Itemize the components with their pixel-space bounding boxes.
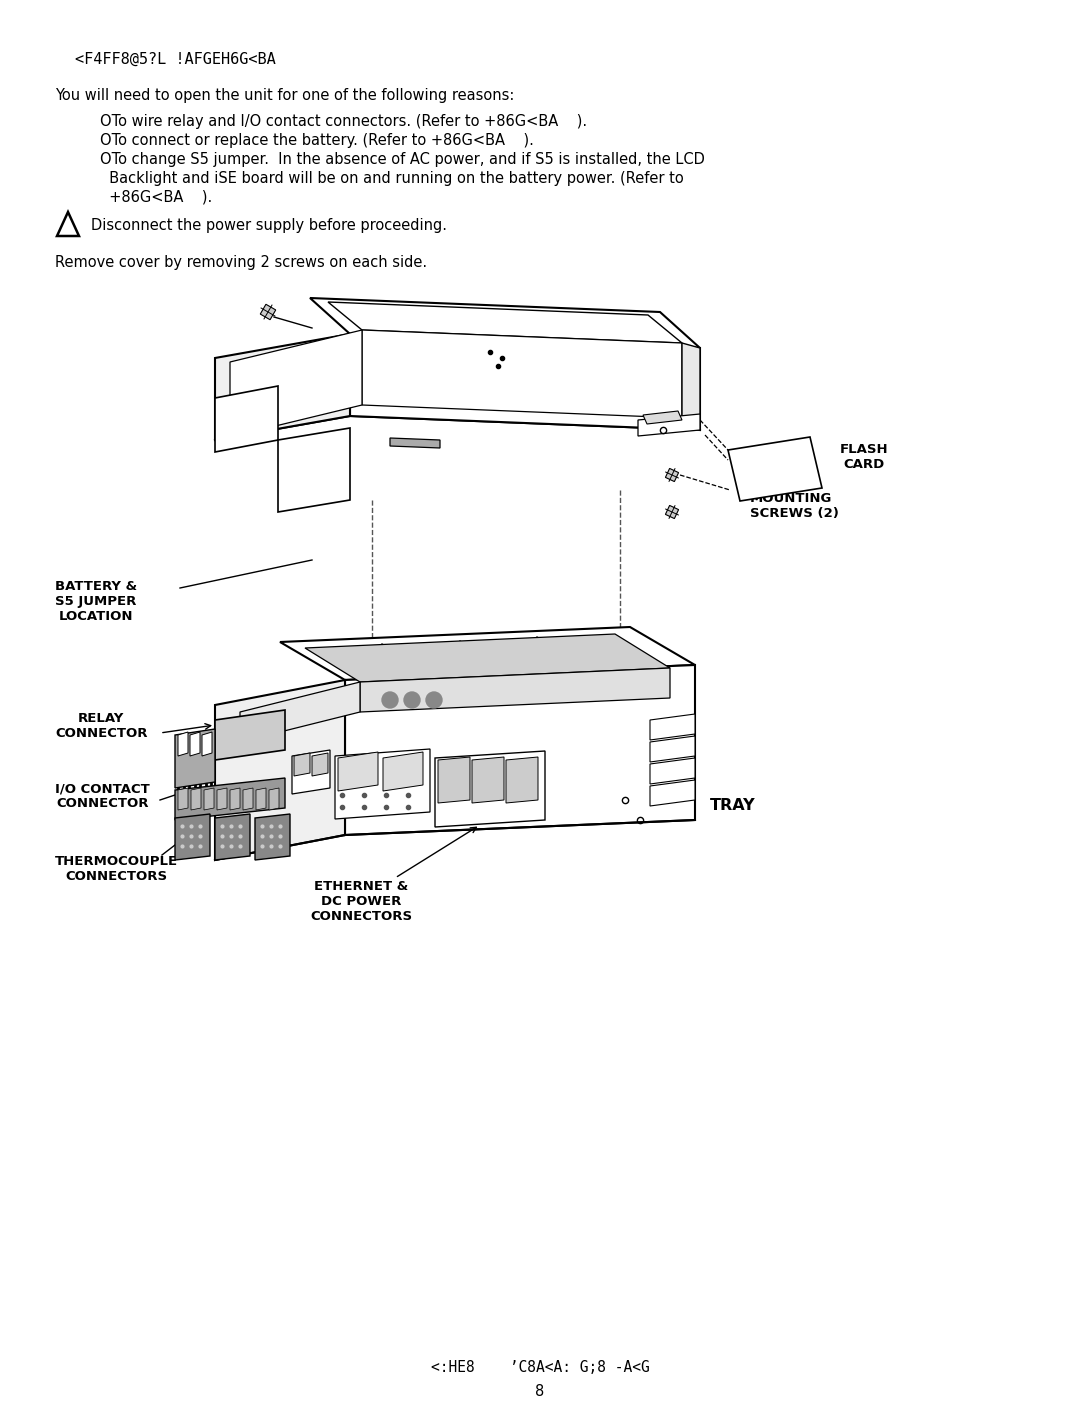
Polygon shape	[362, 330, 681, 418]
Polygon shape	[215, 385, 278, 452]
Polygon shape	[215, 710, 285, 760]
Text: ETHERNET &
DC POWER
CONNECTORS: ETHERNET & DC POWER CONNECTORS	[310, 880, 413, 923]
Text: !: !	[65, 222, 71, 234]
Text: 2MB: 2MB	[760, 476, 780, 484]
Polygon shape	[360, 668, 670, 712]
Polygon shape	[215, 335, 350, 441]
Polygon shape	[305, 634, 670, 682]
Polygon shape	[650, 758, 696, 784]
Polygon shape	[383, 753, 423, 791]
Polygon shape	[243, 788, 253, 810]
Text: MOUNTING
SCREWS (2): MOUNTING SCREWS (2)	[750, 491, 839, 520]
Text: OTo wire relay and I/O contact connectors. (Refer to +86G<BA    ).: OTo wire relay and I/O contact connector…	[100, 114, 588, 128]
Text: RELAY
CONNECTOR: RELAY CONNECTOR	[55, 712, 148, 740]
Circle shape	[404, 692, 420, 707]
Polygon shape	[681, 343, 700, 431]
Polygon shape	[728, 436, 822, 501]
Text: You will need to open the unit for one of the following reasons:: You will need to open the unit for one o…	[55, 88, 514, 103]
Text: Remove cover by removing 2 screws on each side.: Remove cover by removing 2 screws on eac…	[55, 256, 427, 270]
Polygon shape	[507, 757, 538, 803]
Text: OTo connect or replace the battery. (Refer to +86G<BA    ).: OTo connect or replace the battery. (Ref…	[100, 133, 534, 148]
Text: OTo change S5 jumper.  In the absence of AC power, and if S5 is installed, the L: OTo change S5 jumper. In the absence of …	[100, 152, 705, 167]
Polygon shape	[202, 731, 212, 755]
Polygon shape	[338, 753, 378, 791]
Text: Backlight and iSE board will be on and running on the battery power. (Refer to: Backlight and iSE board will be on and r…	[100, 171, 684, 186]
Polygon shape	[260, 304, 275, 319]
Polygon shape	[310, 298, 700, 347]
Polygon shape	[190, 731, 200, 755]
Polygon shape	[643, 411, 681, 424]
Polygon shape	[650, 779, 696, 806]
Polygon shape	[278, 428, 350, 513]
Polygon shape	[665, 505, 678, 518]
Text: <F4FF8@5?L !AFGEH6G<BA: <F4FF8@5?L !AFGEH6G<BA	[75, 52, 275, 66]
Polygon shape	[240, 682, 360, 741]
Polygon shape	[650, 736, 696, 762]
Circle shape	[426, 692, 442, 707]
Polygon shape	[292, 750, 330, 794]
Polygon shape	[175, 729, 215, 788]
Text: FLASH
CARD: FLASH CARD	[840, 443, 889, 472]
Polygon shape	[215, 813, 249, 860]
Polygon shape	[269, 788, 279, 810]
Polygon shape	[472, 757, 504, 803]
Polygon shape	[438, 757, 470, 803]
Polygon shape	[345, 665, 696, 834]
Polygon shape	[390, 438, 440, 448]
Polygon shape	[217, 788, 227, 810]
Polygon shape	[230, 330, 362, 436]
Text: I/O CONTACT
CONNECTOR: I/O CONTACT CONNECTOR	[55, 782, 150, 810]
Text: x: x	[355, 768, 361, 778]
Polygon shape	[178, 788, 188, 810]
Circle shape	[382, 692, 399, 707]
Text: BATTERY &
S5 JUMPER
LOCATION: BATTERY & S5 JUMPER LOCATION	[55, 580, 137, 623]
Text: -: -	[300, 771, 303, 781]
Text: +: +	[316, 761, 323, 771]
Text: +: +	[298, 761, 306, 771]
Polygon shape	[650, 714, 696, 740]
Polygon shape	[328, 302, 681, 343]
Text: 8: 8	[536, 1385, 544, 1399]
Text: COVER: COVER	[585, 313, 646, 328]
Text: +86G<BA    ).: +86G<BA ).	[100, 191, 213, 205]
Text: Disconnect the power supply before proceeding.: Disconnect the power supply before proce…	[91, 217, 447, 233]
Polygon shape	[230, 788, 240, 810]
Polygon shape	[178, 731, 188, 755]
Polygon shape	[638, 414, 700, 436]
Polygon shape	[215, 681, 345, 860]
Text: THERMOCOUPLE
CONNECTORS: THERMOCOUPLE CONNECTORS	[55, 856, 178, 882]
Text: x: x	[400, 768, 406, 778]
Polygon shape	[57, 212, 79, 236]
Polygon shape	[335, 748, 430, 819]
Polygon shape	[312, 753, 328, 777]
Text: -: -	[319, 771, 322, 781]
Polygon shape	[175, 778, 285, 820]
Polygon shape	[175, 813, 210, 860]
Polygon shape	[256, 788, 266, 810]
Polygon shape	[665, 469, 678, 481]
Text: TRAY: TRAY	[710, 798, 756, 813]
Polygon shape	[204, 788, 214, 810]
Polygon shape	[191, 788, 201, 810]
Polygon shape	[435, 751, 545, 827]
Text: <:HE8    ’C8A<A: G;8 -A<G: <:HE8 ’C8A<A: G;8 -A<G	[431, 1361, 649, 1375]
Polygon shape	[294, 753, 310, 777]
Polygon shape	[350, 335, 700, 431]
Polygon shape	[280, 627, 696, 681]
Polygon shape	[255, 813, 291, 860]
